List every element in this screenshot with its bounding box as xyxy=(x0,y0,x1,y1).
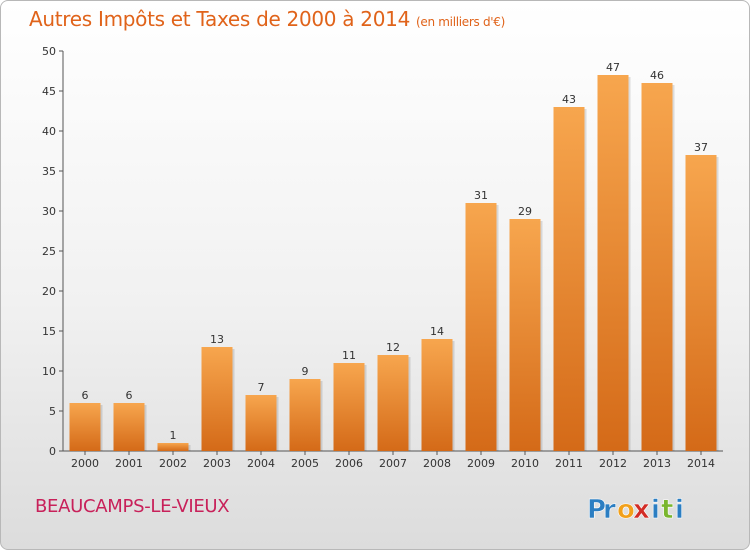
bar xyxy=(289,379,321,451)
y-tick-label: 0 xyxy=(49,445,56,458)
y-tick-label: 30 xyxy=(42,205,56,218)
bar xyxy=(553,107,585,451)
logo-letter: i xyxy=(675,495,684,525)
commune-name: BEAUCAMPS-LE-VIEUX xyxy=(35,496,230,517)
y-tick-label: 25 xyxy=(42,245,56,258)
bar xyxy=(69,403,101,451)
bar-value-label: 14 xyxy=(430,325,444,338)
bar xyxy=(509,219,541,451)
y-tick-label: 5 xyxy=(49,405,56,418)
title-text: Autres Impôts et Taxes de 2000 à 2014 xyxy=(29,7,410,31)
bar xyxy=(157,443,189,451)
y-tick-label: 35 xyxy=(42,165,56,178)
bar-value-label: 43 xyxy=(562,93,576,106)
x-tick-label: 2002 xyxy=(159,457,187,470)
y-tick-label: 40 xyxy=(42,125,56,138)
x-tick-label: 2007 xyxy=(379,457,407,470)
logo-letter: P xyxy=(587,495,606,525)
bar xyxy=(597,75,629,451)
x-tick-label: 2013 xyxy=(643,457,671,470)
proxiti-logo: Pr ox i t i xyxy=(587,495,685,526)
x-tick-label: 2012 xyxy=(599,457,627,470)
bar-value-label: 37 xyxy=(694,141,708,154)
bar xyxy=(377,355,409,451)
bar-value-label: 1 xyxy=(170,429,177,442)
bar xyxy=(333,363,365,451)
bar xyxy=(685,155,717,451)
bar-value-label: 9 xyxy=(302,365,309,378)
x-tick-label: 2014 xyxy=(687,457,715,470)
bar xyxy=(465,203,497,451)
bar-value-label: 47 xyxy=(606,61,620,74)
bar-value-label: 12 xyxy=(386,341,400,354)
bar xyxy=(201,347,233,451)
bar-value-label: 29 xyxy=(518,205,532,218)
y-tick-label: 15 xyxy=(42,325,56,338)
bar-value-label: 7 xyxy=(258,381,265,394)
y-tick-label: 10 xyxy=(42,365,56,378)
chart-title: Autres Impôts et Taxes de 2000 à 2014 (en… xyxy=(29,7,505,31)
x-tick-label: 2004 xyxy=(247,457,275,470)
bar xyxy=(421,339,453,451)
logo-letter: r xyxy=(603,495,616,525)
y-tick-label: 50 xyxy=(42,45,56,58)
x-tick-label: 2001 xyxy=(115,457,143,470)
x-tick-label: 2003 xyxy=(203,457,231,470)
bar-value-label: 46 xyxy=(650,69,664,82)
axes: 0 5 10 15 20 25 30 35 40 45 50 2000 2001 2002 2003 2004… xyxy=(42,45,723,470)
unit-note: (en milliers d'€) xyxy=(416,15,506,29)
x-tick-label: 2011 xyxy=(555,457,583,470)
bar xyxy=(113,403,145,451)
bar-value-label: 6 xyxy=(126,389,133,402)
logo-letter: o xyxy=(617,495,635,525)
logo-letter: t xyxy=(661,495,673,525)
x-tick-label: 2005 xyxy=(291,457,319,470)
x-tick-label: 2006 xyxy=(335,457,363,470)
bar-value-label: 11 xyxy=(342,349,356,362)
bar xyxy=(245,395,277,451)
x-tick-label: 2008 xyxy=(423,457,451,470)
y-tick-label: 20 xyxy=(42,285,56,298)
bar-value-label: 31 xyxy=(474,189,488,202)
bar-value-label: 6 xyxy=(82,389,89,402)
x-tick-label: 2010 xyxy=(511,457,539,470)
bars: 6 6 1 13 7 9 11 12 14 31 29 43 47 46 37 xyxy=(69,61,719,451)
logo-letter: i xyxy=(651,495,660,525)
bar-value-label: 13 xyxy=(210,333,224,346)
y-tick-label: 45 xyxy=(42,85,56,98)
x-tick-label: 2009 xyxy=(467,457,495,470)
x-tick-label: 2000 xyxy=(71,457,99,470)
bar xyxy=(641,83,673,451)
logo-letter: x xyxy=(633,495,650,525)
